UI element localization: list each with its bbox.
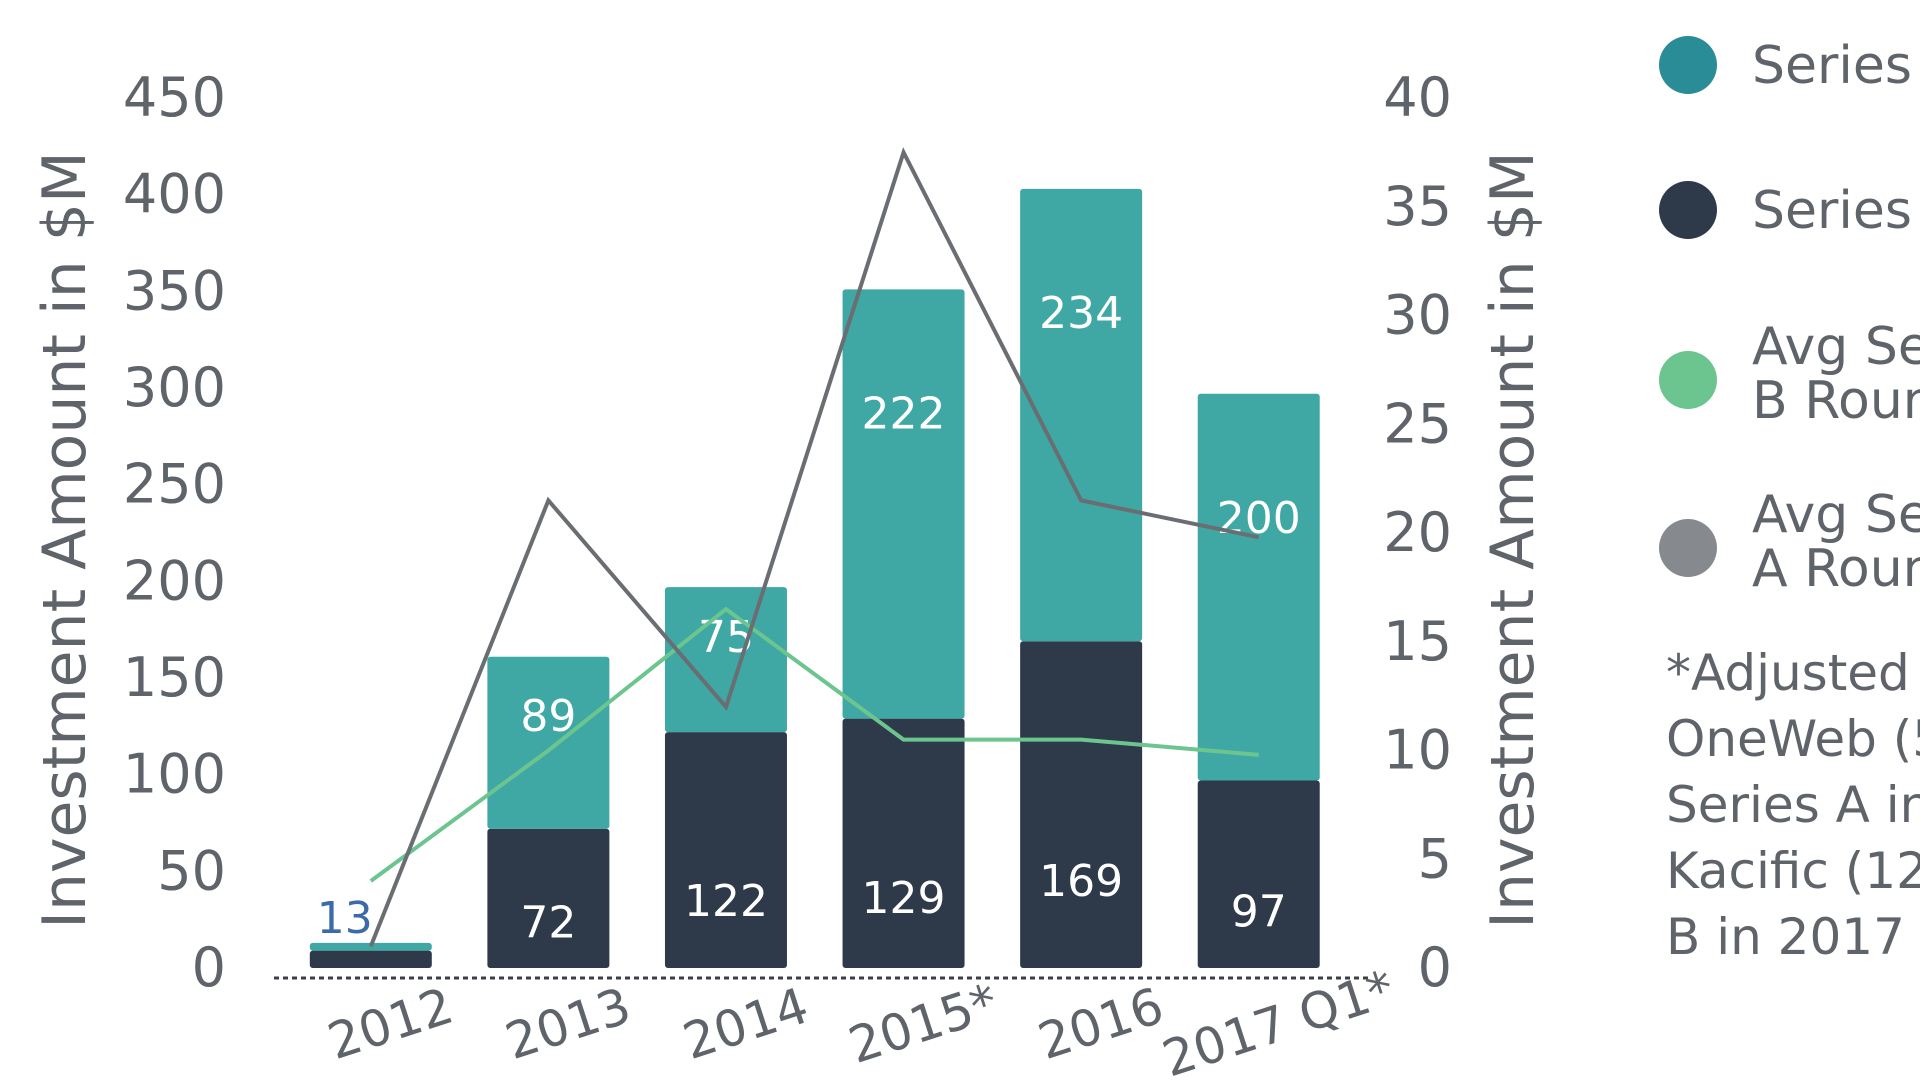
- footnote-line: B in 2017 Q1: [1666, 908, 1920, 966]
- bar-series-a: [664, 732, 787, 968]
- x-tick-label: 2016: [1031, 977, 1170, 1071]
- bar-series-b: [1020, 188, 1143, 642]
- bar-series-a: [487, 828, 610, 968]
- y2-tick-label: 15: [1383, 610, 1452, 673]
- y2-tick-label: 0: [1418, 936, 1452, 999]
- legend-label: Avg Series: [1752, 485, 1920, 545]
- bar-value-label: 222: [862, 388, 946, 439]
- footnote-line: OneWeb (500M): [1666, 710, 1920, 768]
- bar-series-b: [1197, 393, 1320, 781]
- y-tick-label: 150: [123, 646, 226, 709]
- y-tick-label: 200: [123, 549, 226, 612]
- legend-label: Series B: [1752, 36, 1920, 96]
- y-tick-label: 350: [123, 259, 226, 322]
- line-avg-series-b-round: [369, 606, 1259, 883]
- footnote-line: *Adjusted for: [1666, 644, 1920, 702]
- footnote: *Adjusted for OneWeb (500M) Series A in 20…: [1666, 644, 1920, 966]
- y-tick-label: 450: [123, 66, 226, 129]
- right-y-axis: 0 5 10 15 20 25 30 35 40: [1383, 66, 1452, 999]
- legend-label: A Round: [1752, 539, 1920, 599]
- bar-series-b: [487, 656, 610, 829]
- bar-series-a: [1020, 641, 1143, 968]
- bar-series-b: [309, 942, 432, 951]
- x-tick-label: 2013: [499, 977, 638, 1071]
- bar-series-a: [309, 950, 432, 968]
- bar-value-label: 97: [1231, 887, 1287, 938]
- bar-value-label: 169: [1039, 856, 1123, 907]
- y2-tick-label: 10: [1383, 719, 1452, 782]
- y2-tick-label: 5: [1418, 827, 1452, 890]
- legend-swatch: [1659, 36, 1717, 94]
- legend-swatch: [1659, 181, 1717, 239]
- bar-value-label: 129: [862, 873, 946, 924]
- right-y-axis-title: Investment Amount in $M: [1478, 151, 1548, 928]
- line-series: [368, 147, 1260, 947]
- bar-series-a: [842, 718, 965, 968]
- legend-label: Avg Series: [1752, 317, 1920, 377]
- legend-label: Series A: [1752, 181, 1920, 241]
- bar-series-b: [842, 289, 965, 719]
- y-tick-label: 50: [157, 839, 226, 902]
- legend: Series BSeries AAvg SeriesB RoundAvg Ser…: [1659, 36, 1920, 599]
- line-avg-series-a-round: [368, 147, 1260, 947]
- legend-label: B Round: [1752, 371, 1920, 431]
- bar-value-label: 72: [520, 897, 576, 948]
- y-tick-label: 300: [123, 356, 226, 419]
- bar-value-label: 122: [684, 876, 768, 927]
- y2-tick-label: 25: [1383, 392, 1452, 455]
- y-tick-label: 400: [123, 163, 226, 226]
- bar-series-a: [1197, 780, 1320, 968]
- y-tick-label: 250: [123, 453, 226, 516]
- bar-value-label: 75: [698, 612, 754, 663]
- footnote-line: Series A in 2015,: [1666, 776, 1920, 834]
- x-tick-label: 2015*: [842, 973, 1005, 1075]
- x-tick-label: 2012: [321, 977, 460, 1071]
- y2-tick-label: 30: [1383, 284, 1452, 347]
- y-tick-label: 100: [123, 743, 226, 806]
- bar-value-label: 234: [1039, 288, 1123, 339]
- footnote-line: Kacific (125M) Series: [1666, 842, 1920, 900]
- y-tick-label: 0: [192, 936, 226, 999]
- y2-tick-label: 40: [1383, 66, 1452, 129]
- bar-series-b: [664, 587, 787, 733]
- left-y-axis-title: Investment Amount in $M: [30, 151, 100, 928]
- legend-swatch: [1659, 351, 1717, 409]
- left-y-axis: 0 50 100 150 200 250 300 350 400 450: [123, 66, 226, 999]
- bar-value-label: 13: [317, 893, 373, 944]
- y2-tick-label: 20: [1383, 501, 1452, 564]
- legend-swatch: [1659, 519, 1717, 577]
- x-tick-label: 2014: [676, 977, 815, 1071]
- y2-tick-label: 35: [1383, 175, 1452, 238]
- bar-value-label: 200: [1217, 493, 1301, 544]
